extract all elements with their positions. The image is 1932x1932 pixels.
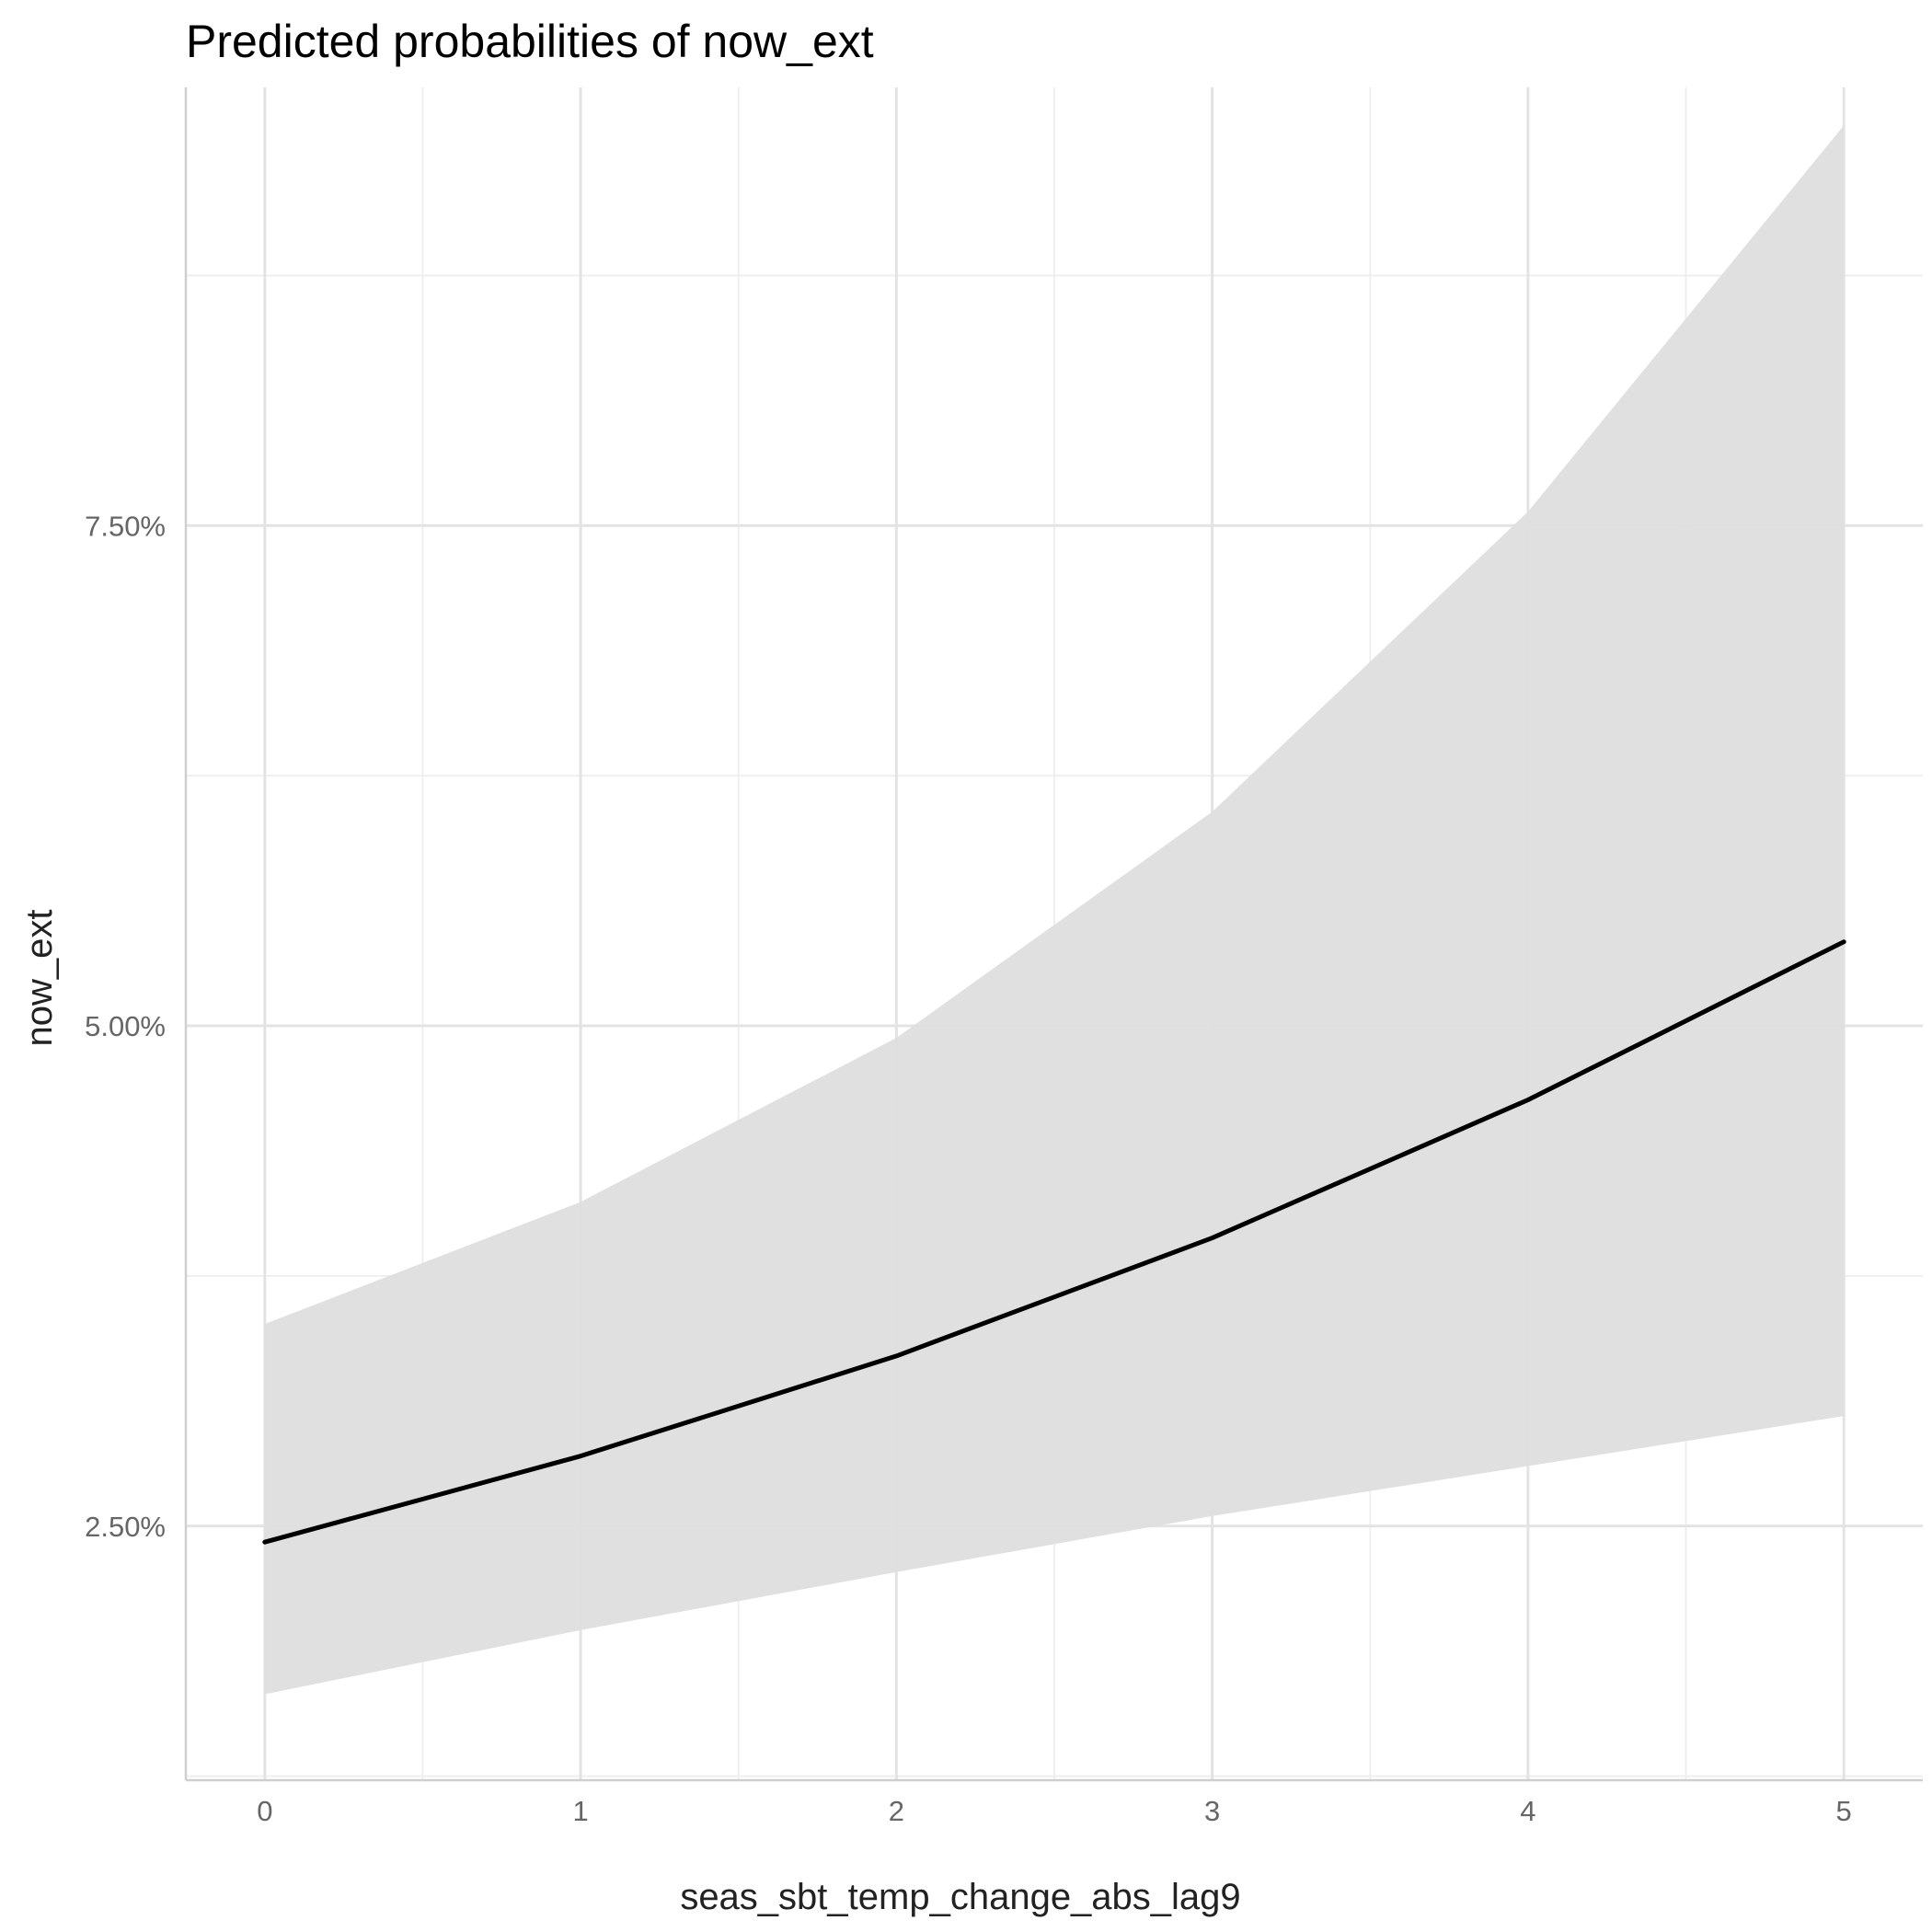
x-tick-label: 3 bbox=[1204, 1795, 1220, 1827]
y-tick-label: 5.00% bbox=[85, 1010, 166, 1042]
x-tick-label: 1 bbox=[572, 1795, 588, 1827]
series-line-layer bbox=[262, 939, 1846, 1545]
x-tick-label: 2 bbox=[889, 1795, 904, 1827]
y-tick-label: 2.50% bbox=[85, 1511, 166, 1543]
x-tick-label: 5 bbox=[1836, 1795, 1852, 1827]
axes bbox=[184, 87, 1923, 1782]
confidence-band bbox=[264, 125, 1845, 1695]
predicted-probability-line bbox=[262, 939, 1846, 1545]
chart-title: Predicted probabilities of now_ext bbox=[186, 16, 874, 67]
x-tick-label: 0 bbox=[257, 1795, 272, 1827]
y-axis-title: now_ext bbox=[19, 910, 60, 1047]
tick-labels: 0 1 2 3 4 5 2.50% 5.00% 7.50% bbox=[85, 510, 1852, 1827]
confidence-band-layer bbox=[264, 125, 1845, 1695]
x-axis-title: seas_sbt_temp_change_abs_lag9 bbox=[680, 1877, 1240, 1917]
x-tick-label: 4 bbox=[1520, 1795, 1535, 1827]
y-tick-label: 7.50% bbox=[85, 510, 166, 542]
